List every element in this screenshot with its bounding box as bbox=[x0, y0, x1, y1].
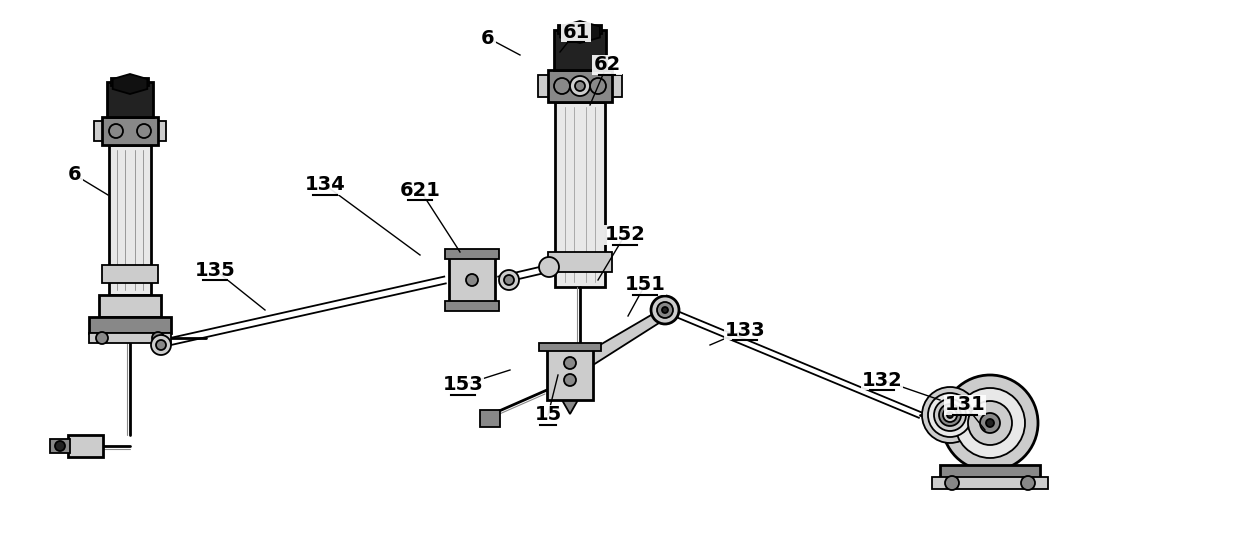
Text: 135: 135 bbox=[195, 261, 236, 279]
Text: 131: 131 bbox=[945, 395, 986, 415]
Bar bbox=[539, 343, 601, 351]
Circle shape bbox=[955, 388, 1025, 458]
Text: 15: 15 bbox=[534, 405, 562, 425]
Bar bbox=[556, 102, 605, 287]
Text: 152: 152 bbox=[605, 226, 646, 245]
Text: 6: 6 bbox=[68, 166, 82, 184]
Bar bbox=[449, 257, 495, 303]
Circle shape bbox=[564, 357, 577, 369]
Bar bbox=[68, 435, 103, 457]
Circle shape bbox=[986, 419, 994, 427]
Bar bbox=[89, 317, 171, 333]
Bar bbox=[107, 82, 153, 117]
Bar bbox=[558, 25, 601, 34]
Circle shape bbox=[498, 270, 520, 290]
Bar bbox=[94, 121, 104, 141]
Circle shape bbox=[947, 412, 954, 418]
Bar bbox=[156, 121, 166, 141]
Polygon shape bbox=[480, 410, 500, 427]
Text: 61: 61 bbox=[563, 23, 590, 41]
Bar bbox=[548, 70, 613, 102]
Circle shape bbox=[109, 124, 123, 138]
Circle shape bbox=[156, 340, 166, 350]
Circle shape bbox=[934, 399, 966, 431]
Text: 134: 134 bbox=[305, 175, 346, 195]
Bar bbox=[554, 30, 606, 70]
Text: 6: 6 bbox=[481, 29, 495, 47]
Text: 132: 132 bbox=[862, 371, 903, 389]
Polygon shape bbox=[560, 21, 600, 43]
Polygon shape bbox=[593, 304, 670, 365]
Bar bbox=[932, 477, 1048, 489]
Bar bbox=[547, 345, 593, 400]
Bar bbox=[99, 295, 161, 317]
Polygon shape bbox=[113, 74, 148, 94]
Bar bbox=[610, 75, 622, 97]
Bar bbox=[102, 265, 157, 283]
Bar bbox=[445, 301, 498, 311]
Circle shape bbox=[539, 257, 559, 277]
Text: 621: 621 bbox=[399, 180, 440, 200]
Bar bbox=[445, 249, 498, 259]
Circle shape bbox=[942, 375, 1038, 471]
Bar bbox=[112, 78, 149, 86]
Circle shape bbox=[980, 413, 999, 433]
Circle shape bbox=[503, 275, 515, 285]
Circle shape bbox=[564, 374, 577, 386]
Bar bbox=[940, 465, 1040, 481]
Text: 153: 153 bbox=[443, 376, 484, 394]
Circle shape bbox=[662, 307, 668, 313]
Circle shape bbox=[575, 81, 585, 91]
Circle shape bbox=[136, 124, 151, 138]
Circle shape bbox=[923, 387, 978, 443]
Circle shape bbox=[55, 441, 64, 451]
Circle shape bbox=[928, 393, 972, 437]
Bar bbox=[102, 117, 157, 145]
Text: 151: 151 bbox=[625, 276, 666, 294]
Circle shape bbox=[570, 76, 590, 96]
Polygon shape bbox=[562, 400, 578, 414]
Circle shape bbox=[939, 404, 961, 426]
Circle shape bbox=[657, 302, 673, 318]
Bar bbox=[109, 145, 151, 295]
Circle shape bbox=[554, 78, 570, 94]
Bar bbox=[50, 439, 69, 453]
Bar bbox=[89, 333, 171, 343]
Bar bbox=[548, 252, 613, 272]
Circle shape bbox=[590, 78, 606, 94]
Circle shape bbox=[153, 332, 164, 344]
Circle shape bbox=[466, 274, 477, 286]
Circle shape bbox=[95, 332, 108, 344]
Circle shape bbox=[968, 401, 1012, 445]
Circle shape bbox=[1021, 476, 1035, 490]
Circle shape bbox=[151, 335, 171, 355]
Bar bbox=[538, 75, 551, 97]
Circle shape bbox=[942, 408, 957, 422]
Circle shape bbox=[651, 296, 680, 324]
Text: 62: 62 bbox=[594, 56, 621, 74]
Text: 133: 133 bbox=[724, 321, 765, 339]
Circle shape bbox=[945, 476, 959, 490]
